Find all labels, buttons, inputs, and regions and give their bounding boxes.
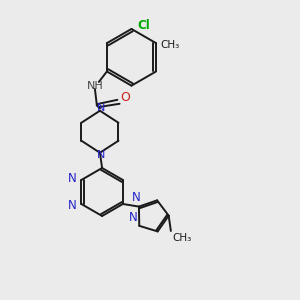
Text: N: N xyxy=(68,172,77,185)
Text: N: N xyxy=(97,150,105,160)
Text: CH₃: CH₃ xyxy=(172,233,191,243)
Text: N: N xyxy=(132,191,141,204)
Text: N: N xyxy=(68,199,77,212)
Text: O: O xyxy=(121,91,130,104)
Text: Cl: Cl xyxy=(137,19,150,32)
Text: NH: NH xyxy=(86,81,103,91)
Text: CH₃: CH₃ xyxy=(160,40,180,50)
Text: N: N xyxy=(97,103,105,113)
Text: N: N xyxy=(129,211,137,224)
